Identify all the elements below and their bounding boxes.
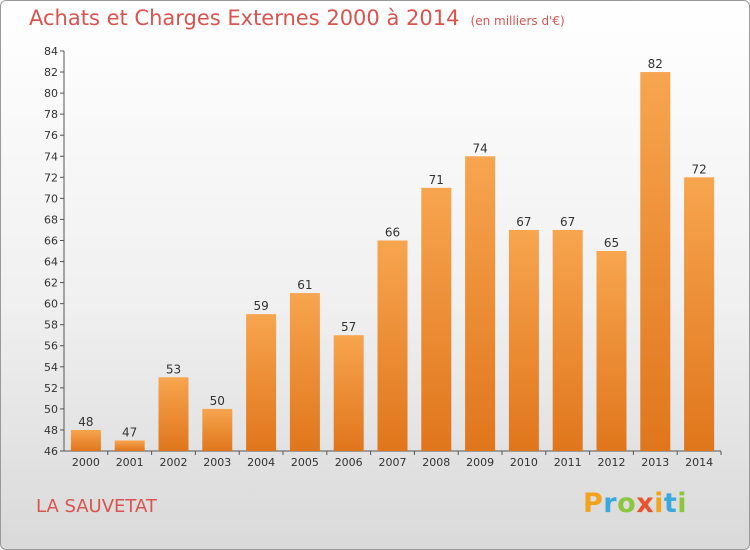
logo-letter: x — [636, 488, 655, 519]
x-tick-label: 2008 — [422, 456, 450, 469]
x-tick-label: 2009 — [466, 456, 494, 469]
bar-value-label: 47 — [122, 425, 137, 439]
logo-letter: t — [663, 488, 678, 519]
y-tick-label: 70 — [44, 192, 58, 205]
y-tick-label: 56 — [44, 340, 58, 353]
bar-value-label: 48 — [78, 415, 93, 429]
bar — [508, 229, 539, 451]
x-tick-label: 2010 — [510, 456, 538, 469]
bar-value-label: 57 — [341, 320, 356, 334]
y-tick-label: 46 — [44, 445, 58, 458]
bar — [640, 72, 671, 451]
bar-value-label: 50 — [210, 394, 225, 408]
x-tick-label: 2004 — [247, 456, 275, 469]
x-tick-label: 2000 — [72, 456, 100, 469]
bar — [289, 293, 320, 451]
bar-value-label: 71 — [429, 173, 444, 187]
y-tick-label: 76 — [44, 129, 58, 142]
bar-value-label: 66 — [385, 225, 400, 239]
x-tick-label: 2001 — [116, 456, 144, 469]
y-tick-label: 64 — [44, 256, 58, 269]
bar — [114, 440, 145, 451]
bar — [421, 187, 452, 451]
x-tick-label: 2012 — [598, 456, 626, 469]
y-tick-label: 80 — [44, 87, 58, 100]
bar — [596, 251, 627, 451]
bar-value-label: 65 — [604, 236, 619, 250]
y-tick-label: 84 — [44, 45, 58, 58]
bar-value-label: 61 — [297, 278, 312, 292]
x-tick-label: 2014 — [685, 456, 713, 469]
bar-value-label: 59 — [253, 299, 268, 313]
y-tick-label: 78 — [44, 108, 58, 121]
logo-letter: P — [583, 488, 604, 519]
bar-value-label: 74 — [472, 141, 487, 155]
bar-value-label: 53 — [166, 362, 181, 376]
chart-title: Achats et Charges Externes 2000 à 2014 — [29, 6, 460, 30]
y-tick-label: 58 — [44, 319, 58, 332]
logo-letter: i — [654, 488, 664, 519]
y-tick-label: 52 — [44, 382, 58, 395]
chart-title-block: Achats et Charges Externes 2000 à 2014 (… — [29, 6, 565, 30]
bar — [70, 429, 101, 451]
bar — [684, 177, 715, 451]
chart-subtitle: (en milliers d'€) — [470, 14, 565, 28]
bar — [333, 335, 364, 451]
x-tick-label: 2011 — [554, 456, 582, 469]
y-tick-label: 48 — [44, 424, 58, 437]
logo-letter: r — [603, 488, 618, 519]
x-tick-label: 2002 — [160, 456, 188, 469]
logo-letter: i — [677, 488, 688, 519]
proxiti-logo: Proxiti — [583, 488, 687, 519]
x-tick-label: 2006 — [335, 456, 363, 469]
bar — [246, 314, 277, 451]
x-tick-label: 2003 — [203, 456, 231, 469]
x-tick-label: 2005 — [291, 456, 319, 469]
y-tick-label: 68 — [44, 213, 58, 226]
y-tick-label: 60 — [44, 298, 58, 311]
y-tick-label: 82 — [44, 66, 58, 79]
x-tick-label: 2013 — [641, 456, 669, 469]
logo-letter: o — [617, 488, 637, 519]
bar-value-label: 67 — [516, 215, 531, 229]
bar — [377, 240, 408, 451]
town-name: LA SAUVETAT — [36, 496, 157, 517]
bar-value-label: 82 — [648, 57, 663, 71]
y-tick-label: 54 — [44, 361, 58, 374]
y-tick-label: 62 — [44, 277, 58, 290]
x-tick-label: 2007 — [379, 456, 407, 469]
bar-value-label: 67 — [560, 215, 575, 229]
bar — [158, 377, 189, 451]
bar — [202, 408, 233, 451]
y-tick-label: 50 — [44, 403, 58, 416]
bar — [552, 229, 583, 451]
y-tick-label: 72 — [44, 171, 58, 184]
bar-value-label: 72 — [691, 162, 706, 176]
y-tick-label: 74 — [44, 150, 58, 163]
bar — [465, 156, 496, 451]
y-tick-label: 66 — [44, 234, 58, 247]
